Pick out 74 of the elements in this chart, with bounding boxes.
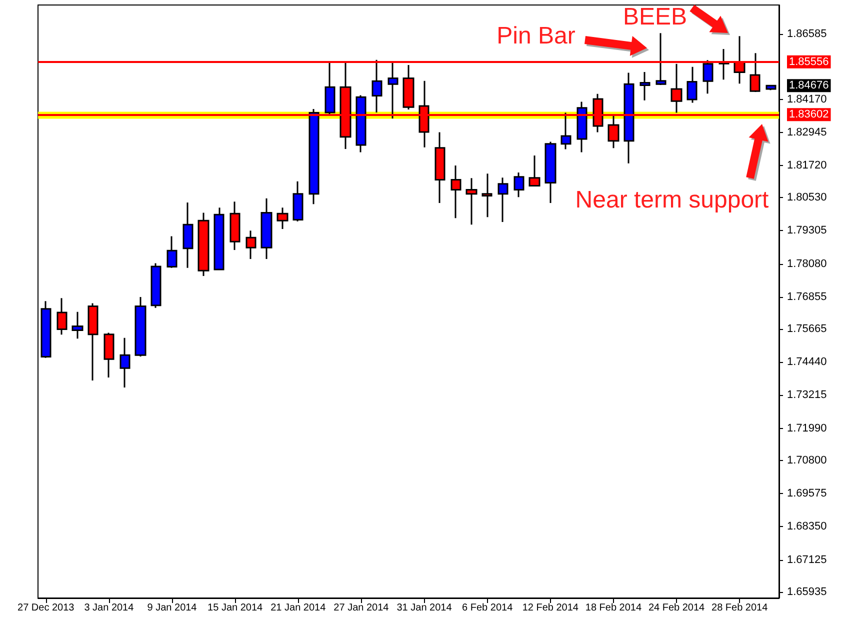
y-tick-label: 1.67125 bbox=[787, 554, 827, 566]
candlestick bbox=[308, 108, 320, 205]
candlestick bbox=[198, 212, 210, 277]
y-tick-label: 1.76855 bbox=[787, 290, 827, 303]
annotation: BEEB bbox=[622, 4, 688, 30]
candlestick bbox=[356, 94, 366, 153]
y-tick-label: 1.86585 bbox=[787, 28, 827, 40]
y-tick-label: 1.68350 bbox=[787, 520, 827, 533]
y-tick-label: 1.79305 bbox=[787, 224, 827, 237]
x-tick-label: 21 Jan 2014 bbox=[270, 602, 326, 614]
x-tick-label: 15 Jan 2014 bbox=[208, 602, 264, 614]
candlestick bbox=[150, 262, 162, 309]
candlestick bbox=[104, 332, 114, 378]
y-tick-label: 1.75665 bbox=[787, 323, 827, 336]
candlestick bbox=[766, 84, 776, 91]
candlestick bbox=[388, 62, 398, 120]
x-tick-label: 27 Dec 2013 bbox=[18, 602, 75, 614]
candlestick bbox=[528, 154, 540, 188]
y-tick-label: 1.71990 bbox=[787, 422, 827, 434]
candlestick bbox=[514, 172, 524, 198]
text: 1.84676 bbox=[789, 80, 829, 92]
x-tick-label: 3 Jan 2014 bbox=[84, 602, 134, 614]
candlestick bbox=[402, 64, 414, 110]
candlestick bbox=[40, 300, 52, 359]
x-tick-label: 28 Feb 2014 bbox=[712, 602, 768, 614]
candlestick bbox=[276, 206, 288, 230]
x-tick-label: 24 Feb 2014 bbox=[648, 602, 706, 614]
candlestick bbox=[72, 311, 84, 340]
annotation: Pin Bar bbox=[496, 22, 576, 50]
y-tick-label: 1.80530 bbox=[787, 192, 827, 204]
annotation: Near term support bbox=[575, 186, 770, 214]
candlestick bbox=[498, 176, 508, 223]
x-tick-label: 18 Feb 2014 bbox=[585, 602, 642, 614]
candlestick bbox=[560, 112, 572, 150]
y-tick-label: 1.84170 bbox=[787, 93, 827, 106]
y-tick-label: 1.70800 bbox=[787, 454, 827, 466]
candlestick bbox=[686, 66, 698, 104]
y-tick-label: 1.65935 bbox=[787, 586, 827, 598]
candlestick bbox=[450, 164, 462, 219]
x-tick-label: 27 Jan 2014 bbox=[334, 602, 390, 614]
y-tick-label: 1.73215 bbox=[787, 389, 827, 402]
y-tick-label: 1.81720 bbox=[787, 159, 827, 172]
candlestick bbox=[372, 59, 382, 114]
candlestick bbox=[466, 177, 478, 226]
y-tick-label: 1.82945 bbox=[787, 126, 827, 138]
candlestick bbox=[56, 297, 68, 336]
candlestick bbox=[624, 72, 634, 164]
candlestick bbox=[166, 236, 178, 269]
x-tick-label: 9 Jan 2014 bbox=[147, 602, 198, 614]
candlestick bbox=[656, 32, 666, 86]
candlestick bbox=[324, 62, 336, 116]
candlestick bbox=[434, 131, 446, 204]
ref-line-label: 1.85556 bbox=[789, 56, 829, 68]
ref-line-label: 1.83602 bbox=[789, 108, 829, 121]
candlestick bbox=[88, 302, 98, 382]
candlestick bbox=[120, 337, 130, 388]
candlestick bbox=[482, 172, 492, 218]
x-tick-label: 12 Feb 2014 bbox=[522, 602, 579, 614]
candlestick bbox=[134, 296, 146, 358]
y-tick-label: 1.78080 bbox=[787, 258, 827, 270]
candlestick bbox=[214, 206, 224, 271]
x-tick-label: 31 Jan 2014 bbox=[396, 602, 452, 614]
candlestick bbox=[640, 71, 650, 102]
candlestick bbox=[182, 202, 194, 269]
candlestick bbox=[544, 140, 556, 204]
candlestick bbox=[576, 100, 588, 153]
x-tick-label: 6 Feb 2014 bbox=[462, 602, 514, 614]
candlestick bbox=[246, 230, 256, 260]
candlestick bbox=[230, 200, 240, 251]
y-tick-label: 1.74440 bbox=[787, 356, 827, 368]
candlestick bbox=[260, 198, 272, 260]
y-tick-label: 1.69575 bbox=[787, 488, 827, 500]
candlestick bbox=[702, 59, 714, 94]
candlestick bbox=[292, 180, 304, 222]
